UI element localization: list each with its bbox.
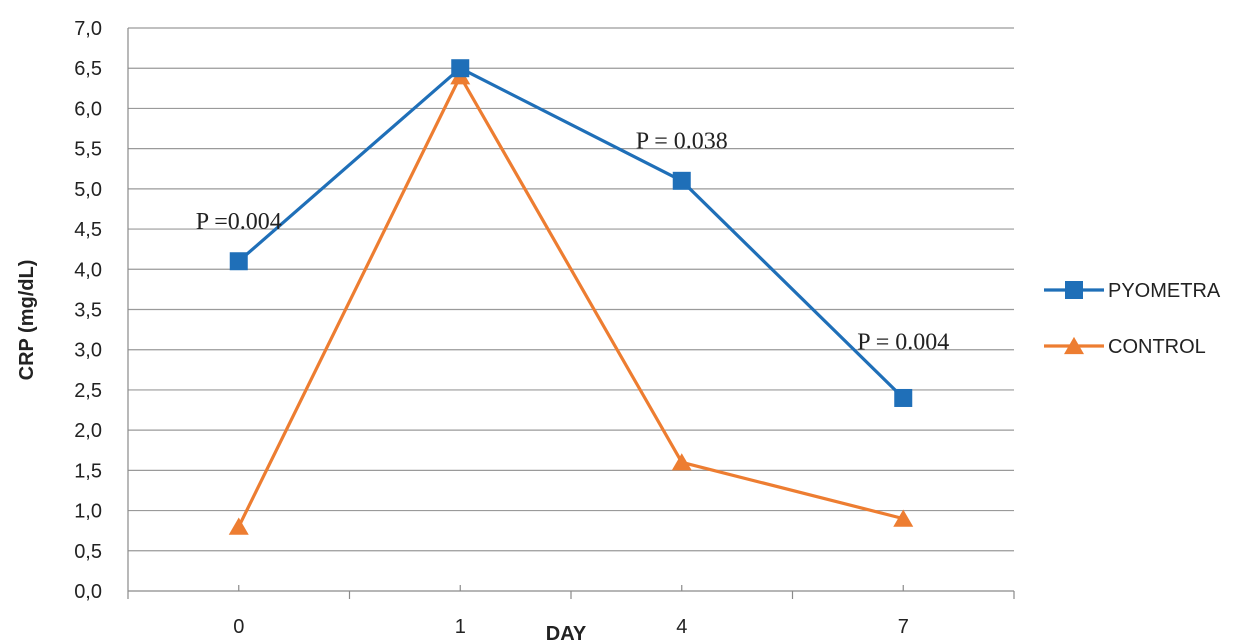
data-point-pyometra [229, 252, 248, 271]
x-tick-label: 0 [233, 616, 244, 638]
y-tick-label: 0,5 [74, 541, 102, 563]
series-pyometra [229, 59, 913, 407]
y-tick-label: 7,0 [74, 18, 102, 40]
y-tick-label: 1,5 [74, 460, 102, 482]
x-tick-label: 7 [898, 616, 909, 638]
annotations: P =0.004 P = 0.038 P = 0.004 [196, 129, 950, 356]
data-point-pyometra [672, 171, 691, 190]
y-tick-label: 4,0 [74, 259, 102, 281]
x-tick-label: 1 [455, 616, 466, 638]
y-tick-label: 6,0 [74, 98, 102, 120]
data-point-control [671, 453, 692, 471]
data-point-control [228, 517, 249, 535]
y-tick-label: 0,0 [74, 581, 102, 603]
data-point-pyometra [894, 388, 913, 407]
y-tick-label: 2,5 [74, 380, 102, 402]
axes [127, 28, 1015, 599]
legend-label: CONTROL [1108, 336, 1206, 358]
x-tick-label: 4 [676, 616, 687, 638]
y-tick-label: 1,0 [74, 501, 102, 523]
grid-lines [128, 27, 1014, 552]
y-tick-label: 2,0 [74, 420, 102, 442]
y-axis-title: CRP (mg/dL) [16, 260, 38, 381]
y-tick-label: 5,0 [74, 179, 102, 201]
y-tick-labels: 0,0 0,5 1,0 1,5 2,0 2,5 3,0 3,5 4,0 4,5 5,0 5,5 6,0 6… [74, 18, 102, 603]
legend-marker [1065, 281, 1083, 299]
series [228, 59, 914, 535]
y-tick-label: 3,0 [74, 340, 102, 362]
y-tick-label: 3,5 [74, 300, 102, 322]
y-tick-label: 4,5 [74, 219, 102, 241]
y-tick-label: 6,5 [74, 58, 102, 80]
legend-entry-pyometra: PYOMETRA [1044, 280, 1221, 302]
p-value-annotation: P = 0.038 [636, 129, 728, 155]
series-line-pyometra [237, 66, 905, 400]
legend-entry-control: CONTROL [1044, 336, 1206, 358]
legend-marker [1064, 336, 1084, 355]
y-tick-label: 5,5 [74, 139, 102, 161]
x-axis-title: DAY [546, 623, 587, 642]
legend: PYOMETRA CONTROL [1044, 280, 1221, 358]
data-point-pyometra [451, 59, 470, 78]
series-line-control [237, 74, 904, 528]
legend-label: PYOMETRA [1108, 280, 1221, 302]
data-point-control [893, 509, 914, 527]
series-control [228, 67, 914, 535]
p-value-annotation: P =0.004 [196, 209, 282, 235]
x-tick-labels: 0 1 4 7 [233, 616, 909, 638]
p-value-annotation: P = 0.004 [857, 330, 949, 356]
